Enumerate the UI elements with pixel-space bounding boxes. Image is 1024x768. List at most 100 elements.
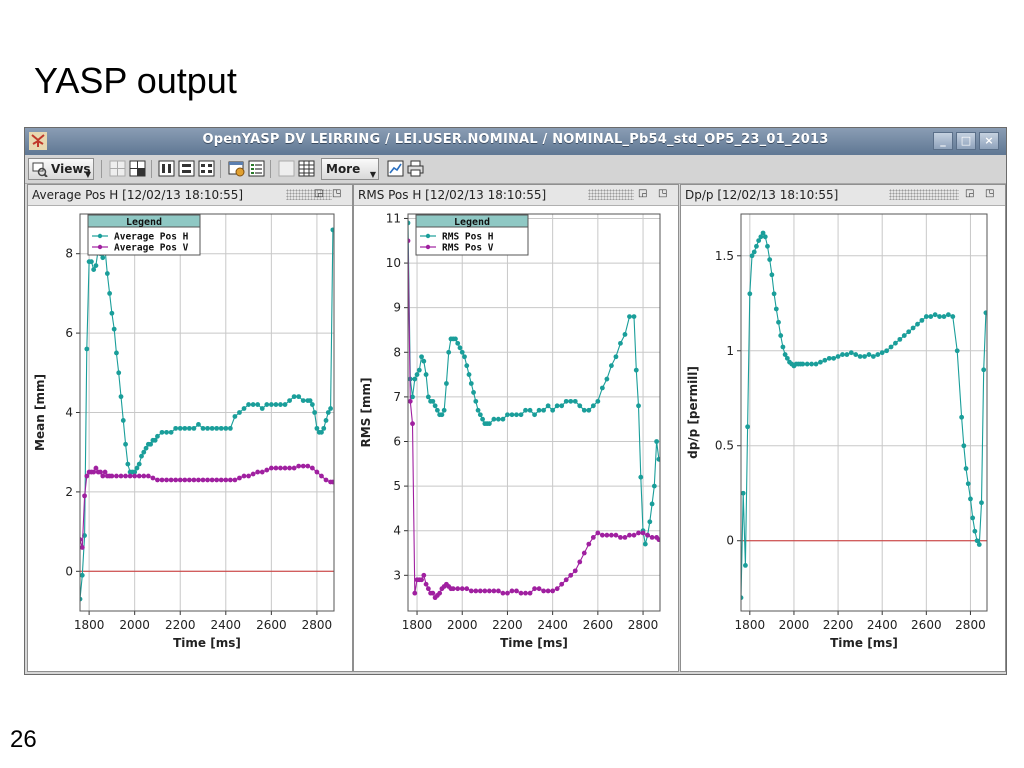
- maximize-button[interactable]: □: [956, 132, 976, 150]
- undock-icon[interactable]: ◲: [638, 188, 648, 199]
- layout-grid-icon[interactable]: [109, 160, 126, 177]
- chart-rms-pos: 1800 2000 2200 2400 2600 2800 3 4 5 6 7 8 9 10 11 Time …: [359, 211, 661, 650]
- data-point: [532, 586, 537, 592]
- panel-drag-handle[interactable]: [889, 189, 959, 200]
- data-point: [291, 394, 297, 400]
- x-tick-label: 2200: [165, 618, 196, 632]
- close-button[interactable]: ×: [979, 132, 999, 150]
- print-icon[interactable]: [407, 160, 424, 177]
- data-point: [155, 477, 160, 483]
- x-tick-label: 1800: [735, 618, 766, 632]
- window-settings-icon[interactable]: [228, 160, 245, 177]
- tiles-icon[interactable]: [198, 160, 215, 177]
- y-tick-label: 11: [386, 211, 401, 225]
- data-point: [455, 340, 461, 346]
- legend-title: Legend: [454, 217, 490, 228]
- data-point: [651, 483, 657, 489]
- data-point: [945, 312, 951, 318]
- data-point: [586, 407, 592, 413]
- data-point: [321, 425, 327, 431]
- data-point: [186, 477, 192, 483]
- maximize-panel-icon[interactable]: ◳: [658, 188, 668, 199]
- data-point: [196, 477, 201, 483]
- undock-icon[interactable]: ◲: [314, 188, 324, 199]
- maximize-panel-icon[interactable]: ◳: [332, 188, 342, 199]
- data-point: [132, 473, 138, 479]
- rows-icon[interactable]: [178, 160, 195, 177]
- y-tick-label: 3: [393, 568, 401, 582]
- data-point: [961, 443, 967, 449]
- data-point: [866, 352, 872, 357]
- data-point: [923, 314, 929, 319]
- y-axis-label: Mean [mm]: [33, 374, 47, 451]
- data-point: [246, 473, 251, 479]
- list-view-icon[interactable]: [248, 160, 265, 177]
- data-point: [430, 590, 436, 596]
- data-point: [278, 465, 283, 471]
- columns-icon[interactable]: [158, 160, 175, 177]
- data-point: [486, 588, 492, 594]
- panel-header: Average Pos H [12/02/13 18:10:55] ◲ ◳: [28, 185, 352, 206]
- data-point: [107, 291, 113, 296]
- chart-dp-p: 1800 2000 2200 2400 2600 2800 0 0.5 1 1.5 Time [ms…: [686, 213, 988, 650]
- views-button[interactable]: Views ▼: [28, 158, 94, 180]
- data-point: [196, 422, 201, 427]
- data-point: [109, 473, 115, 479]
- data-point: [800, 361, 806, 367]
- data-point: [965, 481, 971, 487]
- data-point: [784, 355, 790, 361]
- data-point: [93, 263, 99, 269]
- views-label: Views: [51, 162, 91, 176]
- data-point: [98, 469, 103, 475]
- y-tick-label: 0: [726, 534, 734, 548]
- data-point: [773, 306, 779, 312]
- data-point: [246, 402, 251, 407]
- data-point: [473, 588, 479, 594]
- data-point: [475, 407, 481, 413]
- data-point: [296, 394, 302, 400]
- x-tick-label: 2400: [211, 618, 242, 632]
- data-point: [473, 398, 479, 404]
- data-point: [618, 340, 623, 346]
- window-titlebar[interactable]: OpenYASP DV LEIRRING / LEI.USER.NOMINAL …: [25, 128, 1006, 155]
- minimize-button[interactable]: _: [933, 132, 953, 150]
- data-point: [159, 477, 165, 483]
- data-point: [647, 519, 653, 525]
- data-point: [323, 477, 329, 483]
- data-point: [826, 355, 832, 361]
- maximize-panel-icon[interactable]: ◳: [985, 188, 995, 199]
- data-point: [309, 465, 315, 471]
- panel-drag-handle[interactable]: [588, 189, 634, 200]
- x-tick-label: 1800: [74, 618, 105, 632]
- more-button[interactable]: More ▼: [321, 158, 379, 180]
- layout-split-icon[interactable]: [129, 160, 146, 177]
- data-point: [656, 456, 660, 462]
- data-point: [414, 372, 420, 377]
- data-point: [809, 361, 815, 367]
- data-point: [273, 465, 279, 471]
- data-point: [155, 433, 160, 439]
- data-point: [164, 429, 169, 435]
- undock-icon[interactable]: ◲: [965, 188, 975, 199]
- data-point: [152, 437, 158, 443]
- data-point: [638, 474, 644, 480]
- data-point: [870, 354, 876, 359]
- data-point: [983, 310, 987, 316]
- table-icon[interactable]: [298, 160, 315, 177]
- data-point: [633, 367, 639, 373]
- data-point: [88, 259, 94, 265]
- data-point: [291, 465, 297, 471]
- data-point: [227, 425, 233, 431]
- data-point: [550, 588, 556, 594]
- panel-drag-handle[interactable]: [286, 189, 332, 200]
- toolbar: Views ▼ More ▼: [25, 155, 1006, 184]
- toolbar-separator: [270, 160, 271, 178]
- plot-area: [741, 230, 987, 601]
- x-tick-label: 2600: [911, 618, 942, 632]
- chart-export-icon[interactable]: [387, 160, 404, 177]
- data-point: [486, 421, 492, 427]
- data-point: [330, 227, 334, 233]
- data-point: [514, 588, 519, 594]
- series-line-rms-pos-v: [408, 240, 660, 599]
- single-view-icon[interactable]: [278, 160, 295, 177]
